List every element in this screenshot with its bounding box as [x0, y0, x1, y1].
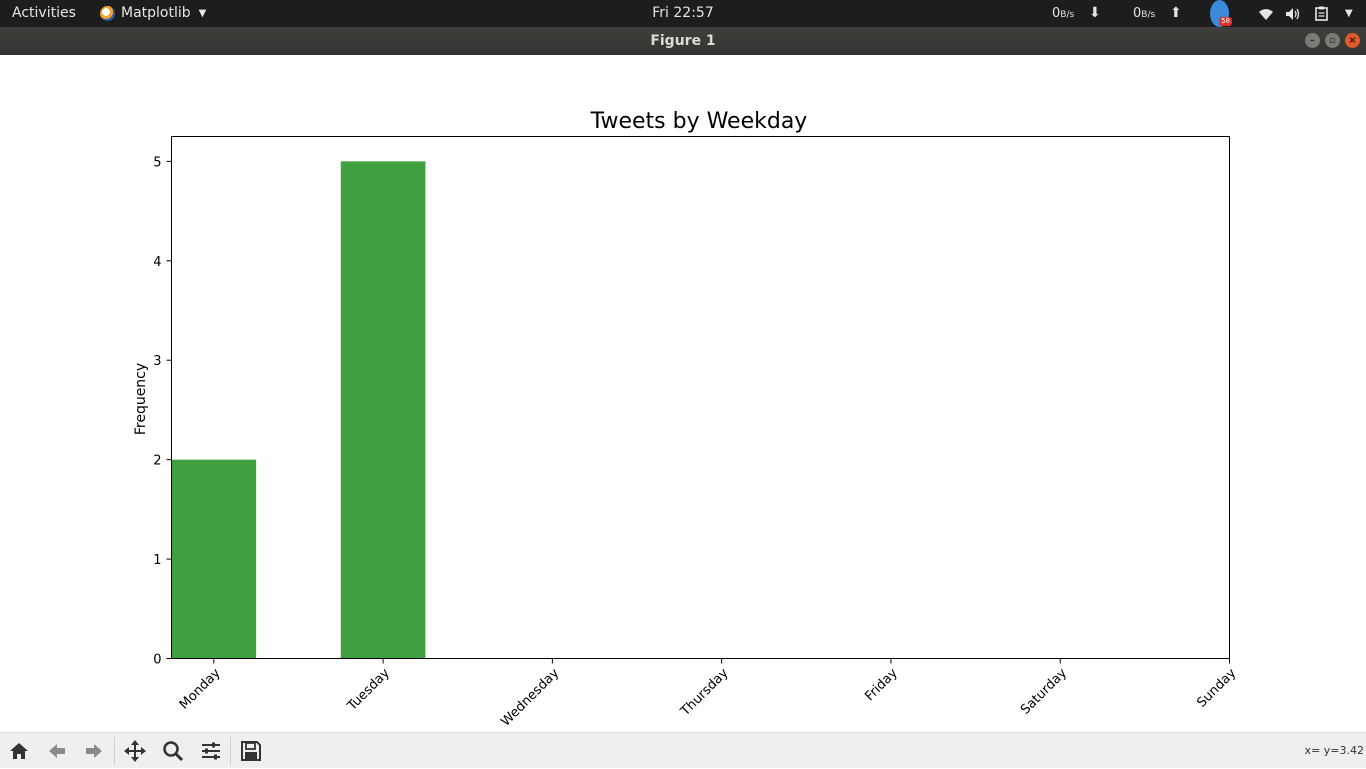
system-menu-caret-icon[interactable]: ▼ — [1345, 8, 1353, 19]
minimize-button[interactable]: – — [1305, 33, 1320, 48]
forward-icon[interactable] — [80, 738, 108, 764]
x-tick-label-wednesday: Wednesday — [498, 666, 562, 730]
y-tick-label: 2 — [153, 454, 161, 469]
bar-monday — [171, 459, 257, 659]
net-upload-unit: B/s — [1141, 10, 1156, 20]
figure-canvas[interactable]: Tweets by Weekday Frequency 0 1 2 3 4 5 Monda… — [0, 55, 1366, 732]
axes-frame — [171, 136, 1230, 659]
net-upload-speed: 0B/s — [1133, 0, 1155, 27]
download-arrow-icon: ⬇ — [1089, 5, 1101, 21]
net-download-unit: B/s — [1060, 10, 1075, 20]
navigation-toolbar: x= y=3.42 — [0, 732, 1366, 768]
bar-tuesday — [340, 161, 426, 659]
upload-arrow-icon: ⬆ — [1170, 5, 1182, 21]
notification-badge: 58 — [1219, 17, 1232, 26]
volume-icon[interactable] — [1285, 0, 1301, 27]
toolbar-separator — [114, 737, 115, 765]
x-tick-label-tuesday: Tuesday — [344, 666, 393, 715]
save-icon[interactable] — [237, 738, 265, 764]
wifi-icon[interactable] — [1258, 0, 1274, 27]
clipboard-icon[interactable] — [1315, 0, 1328, 27]
activities-button[interactable]: Activities — [12, 5, 76, 21]
zoom-icon[interactable] — [159, 738, 187, 764]
configure-subplots-icon[interactable] — [197, 738, 225, 764]
notification-icon[interactable]: 58 — [1210, 0, 1232, 27]
y-tick-label: 0 — [153, 653, 161, 668]
chevron-down-icon: ▼ — [198, 8, 207, 19]
y-tick-label: 5 — [153, 155, 161, 170]
y-tick-label: 4 — [153, 255, 161, 270]
clock[interactable]: Fri 22:57 — [652, 5, 714, 21]
y-tick-label: 3 — [153, 354, 161, 369]
toolbar-separator — [230, 737, 231, 765]
close-button[interactable]: × — [1345, 33, 1360, 48]
net-download-speed: 0B/s — [1052, 0, 1074, 27]
top-bar: Activities Matplotlib ▼ Fri 22:57 0B/s ⬇… — [0, 0, 1366, 27]
y-axis-label: Frequency — [133, 363, 149, 435]
x-tick-label-saturday: Saturday — [1018, 666, 1070, 718]
maximize-button[interactable]: ▫ — [1325, 33, 1340, 48]
cursor-coordinates: x= y=3.42 — [1304, 744, 1364, 757]
y-tick-label: 1 — [153, 553, 161, 568]
x-tick-label-friday: Friday — [862, 666, 901, 705]
x-tick-label-sunday: Sunday — [1194, 666, 1239, 711]
back-icon[interactable] — [43, 738, 71, 764]
chart-title: Tweets by Weekday — [590, 109, 808, 134]
window-titlebar[interactable]: Figure 1 – ▫ × — [0, 27, 1366, 55]
bar-chart: Tweets by Weekday Frequency 0 1 2 3 4 5 Monda… — [133, 109, 1240, 730]
net-download-value: 0 — [1052, 6, 1061, 21]
app-menu-label: Matplotlib — [121, 5, 191, 21]
x-tick-label-monday: Monday — [177, 666, 224, 713]
app-menu[interactable]: Matplotlib ▼ — [100, 0, 206, 27]
pan-icon[interactable] — [121, 738, 149, 764]
net-upload-value: 0 — [1133, 6, 1142, 21]
x-tick-label-thursday: Thursday — [677, 666, 731, 720]
window-title: Figure 1 — [650, 33, 716, 49]
home-icon[interactable] — [5, 738, 33, 764]
app-icon — [100, 6, 115, 21]
